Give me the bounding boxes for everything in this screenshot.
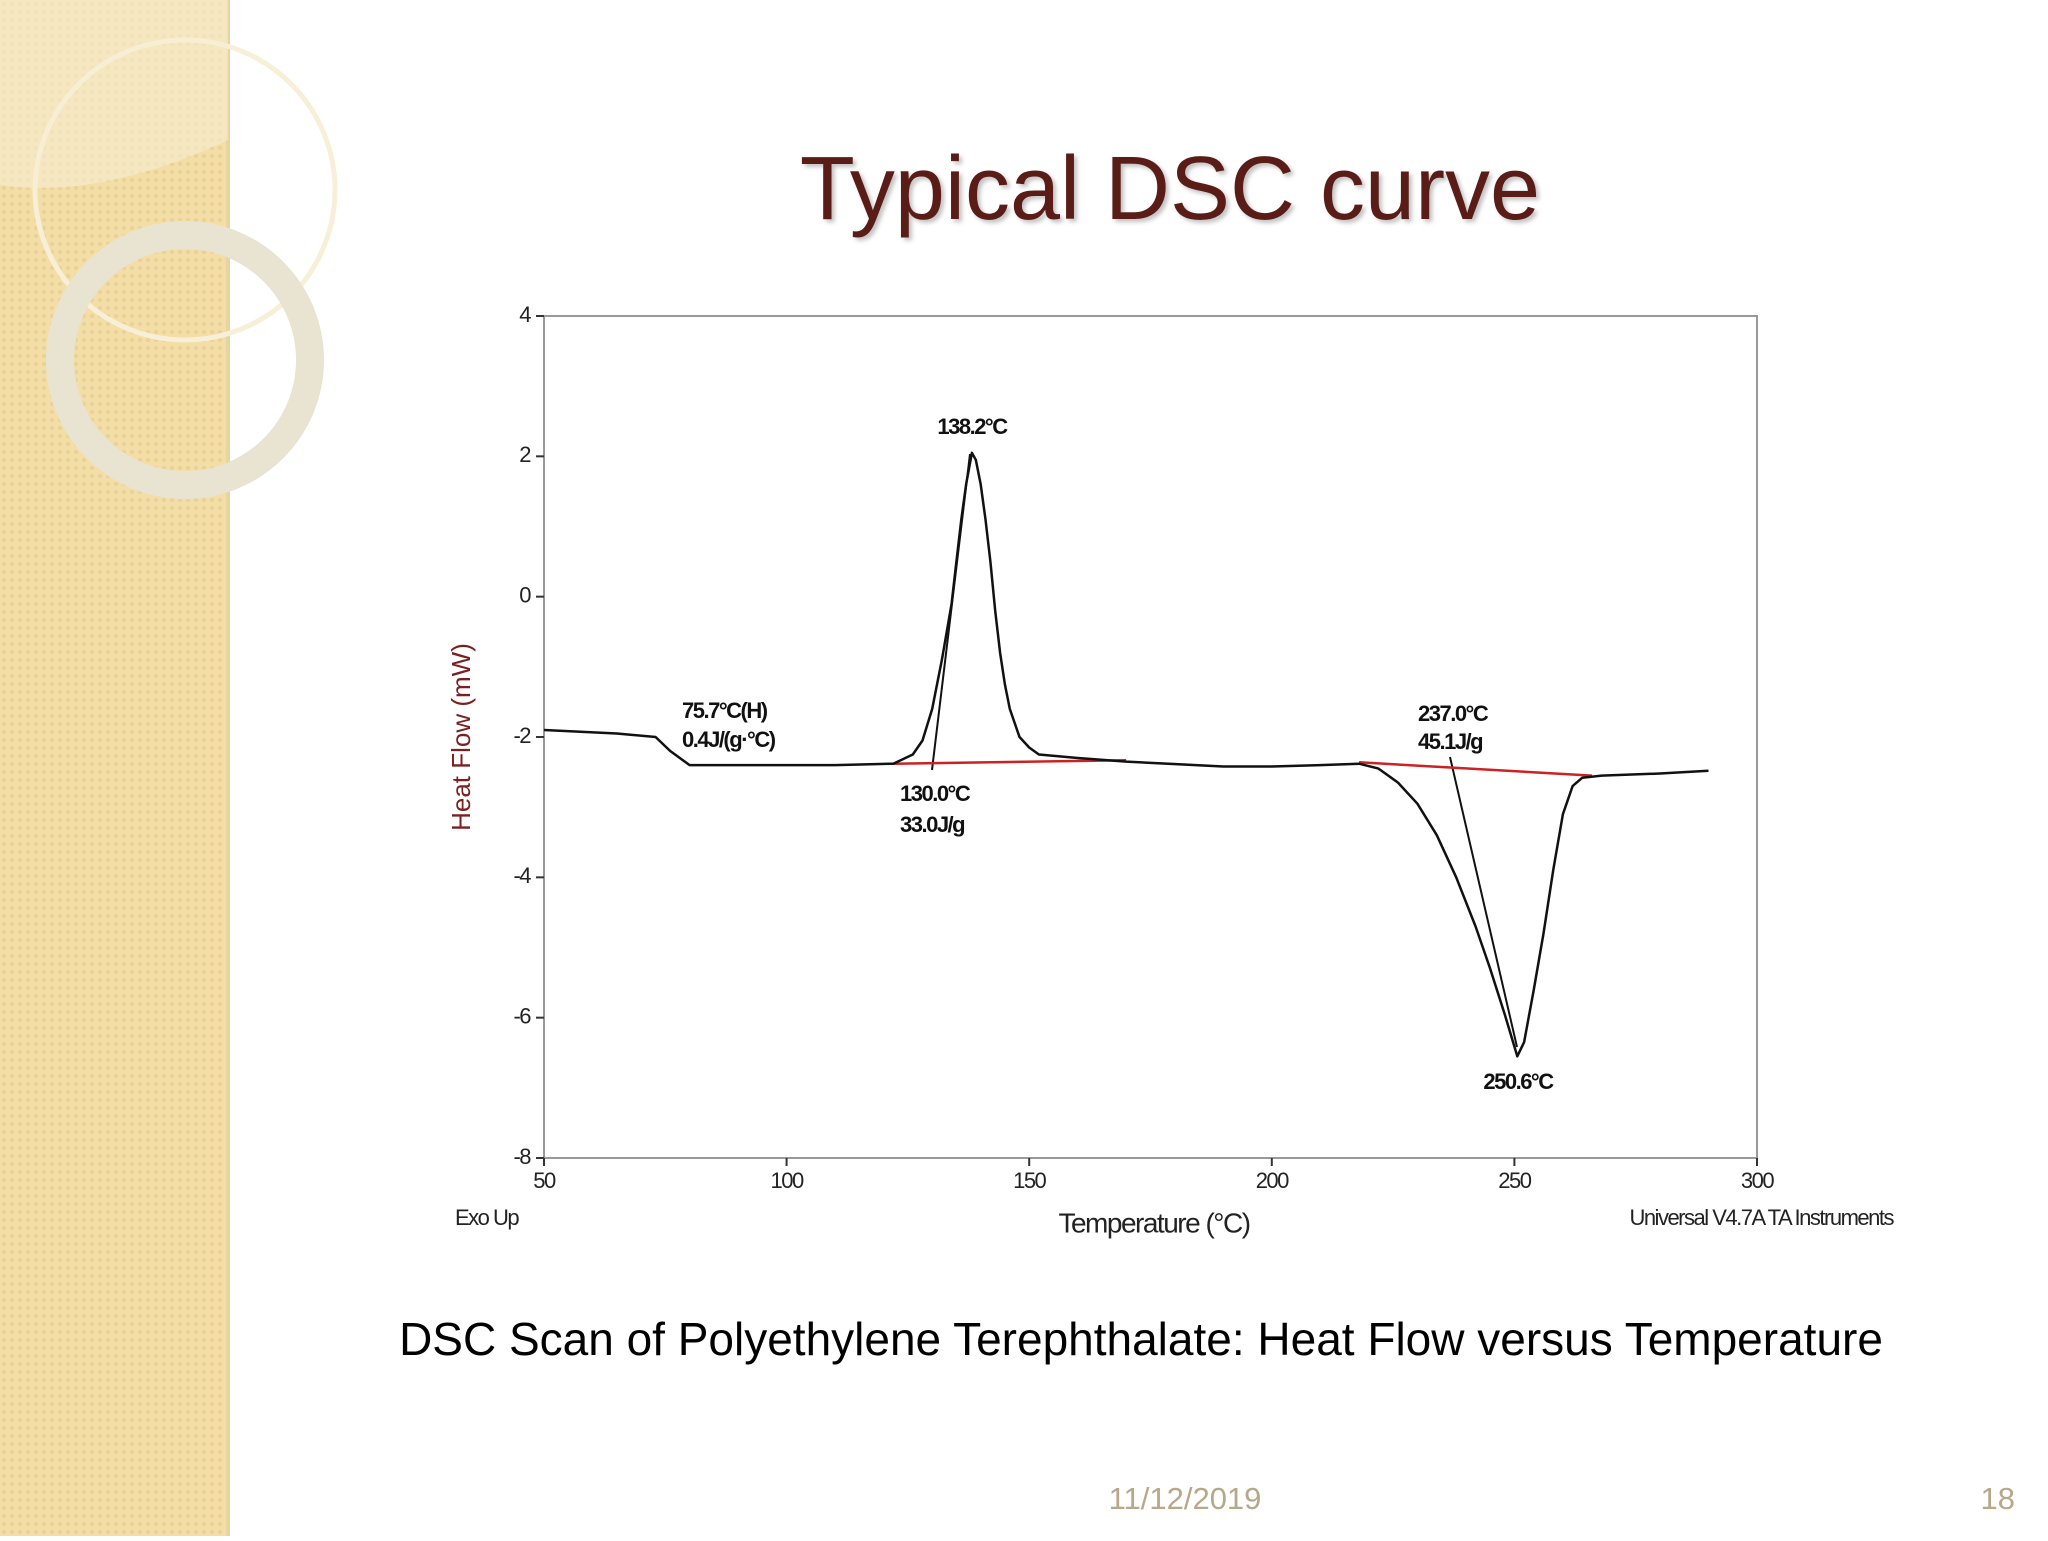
y-tick-label: 4 <box>519 302 531 327</box>
annotation: 138.2°C <box>937 414 1008 439</box>
left-band <box>0 0 338 1536</box>
annotation: 75.7°C(H) <box>682 698 768 723</box>
annotation: 33.0J/g <box>900 812 964 837</box>
page-number: 18 <box>1981 1481 2015 1516</box>
y-tick-label: -2 <box>513 723 531 748</box>
y-tick-label: 0 <box>519 582 531 607</box>
y-tick-label: -4 <box>513 863 531 888</box>
x-tick-label: 50 <box>533 1168 556 1193</box>
curve <box>893 758 1593 777</box>
x-tick-label: 300 <box>1741 1168 1774 1193</box>
y-tick-label: -8 <box>513 1144 531 1169</box>
x-tick-label: 150 <box>1013 1168 1046 1193</box>
y-axis-label: Heat Flow (mW) <box>446 643 476 831</box>
curve <box>543 451 1709 1058</box>
annotation: 0.4J/(g·°C) <box>682 727 776 752</box>
x-tick-label: 100 <box>770 1168 803 1193</box>
caption: DSC Scan of Polyethylene Terephthalate: … <box>399 1313 1883 1365</box>
exo-up: Exo Up <box>455 1205 519 1230</box>
x-axis-label: Temperature (°C) <box>1058 1207 1249 1238</box>
annotation: 45.1J/g <box>1418 729 1482 754</box>
annotation: 237.0°C <box>1418 701 1489 726</box>
x-tick-label: 200 <box>1256 1168 1289 1193</box>
annotation: 250.6°C <box>1483 1069 1554 1094</box>
annotation: 130.0°C <box>900 781 971 806</box>
footer-date: 11/12/2019 <box>1109 1481 1262 1516</box>
x-tick-label: 250 <box>1498 1168 1531 1193</box>
y-tick-label: 2 <box>519 442 531 467</box>
y-tick-label: -6 <box>513 1003 531 1028</box>
slide-title: Typical DSC curve <box>800 139 1540 239</box>
instrument-note: Universal V4.7A TA Instruments <box>1629 1205 1894 1230</box>
